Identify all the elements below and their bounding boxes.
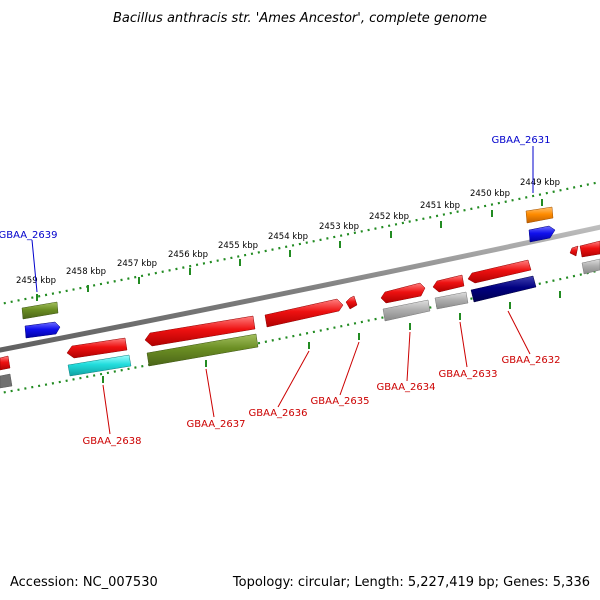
kbp-label: 2455 kbp xyxy=(218,241,258,251)
gene-fragment-left-2[interactable] xyxy=(0,373,13,389)
kbp-label: 2456 kbp xyxy=(168,250,208,260)
kbp-label: 2450 kbp xyxy=(470,189,510,199)
kbp-label: 2451 kbp xyxy=(420,201,460,211)
gene-2638-cds[interactable] xyxy=(67,354,132,377)
gene-2638[interactable] xyxy=(66,337,128,359)
gene-fragment-right[interactable] xyxy=(569,245,579,257)
gene-fragment-left[interactable] xyxy=(0,355,11,371)
gene-2637-cds[interactable] xyxy=(146,333,259,367)
map-title: Bacillus anthracis str. 'Ames Ancestor',… xyxy=(113,11,487,26)
gene-2634[interactable] xyxy=(380,282,426,304)
label-leader-lines xyxy=(31,146,534,435)
kbp-label: 2449 kbp xyxy=(520,178,560,188)
gene-label-2638[interactable]: GBAA_2638 xyxy=(82,436,141,447)
gene-label-2637[interactable]: GBAA_2637 xyxy=(186,419,245,430)
gene-2632[interactable] xyxy=(467,259,532,284)
gene-2639-cds[interactable] xyxy=(24,321,61,339)
genome-backbone xyxy=(0,224,600,353)
accession-text: Accession: NC_007530 xyxy=(10,575,158,590)
gene-label-2631[interactable]: GBAA_2631 xyxy=(491,135,550,146)
gene-2631-cds[interactable] xyxy=(528,225,556,243)
gene-2634-cds[interactable] xyxy=(382,299,431,322)
kbp-label: 2452 kbp xyxy=(369,212,409,222)
gene-label-2639[interactable]: GBAA_2639 xyxy=(0,230,58,241)
gene-2639[interactable] xyxy=(21,301,59,320)
gene-2633[interactable] xyxy=(432,274,465,293)
gene-2633-cds[interactable] xyxy=(434,291,469,310)
gene-fragment-right-2[interactable] xyxy=(579,240,600,258)
gene-2637[interactable] xyxy=(144,315,256,347)
kbp-label: 2453 kbp xyxy=(319,222,359,232)
gene-label-2635[interactable]: GBAA_2635 xyxy=(310,396,369,407)
gene-2635[interactable] xyxy=(345,295,358,310)
gene-label-2634[interactable]: GBAA_2634 xyxy=(376,382,435,393)
inner-ruler xyxy=(0,269,600,395)
gene-label-2636[interactable]: GBAA_2636 xyxy=(248,408,307,419)
gene-fragment-right-3[interactable] xyxy=(581,258,600,275)
outer-ruler-major-ticks xyxy=(36,199,543,301)
kbp-label: 2458 kbp xyxy=(66,267,106,277)
gene-label-2632[interactable]: GBAA_2632 xyxy=(501,355,560,366)
inner-ruler-major-ticks xyxy=(102,291,561,383)
topology-text: Topology: circular; Length: 5,227,419 bp… xyxy=(232,575,590,590)
gene-2631[interactable] xyxy=(525,206,554,224)
gene-label-2633[interactable]: GBAA_2633 xyxy=(438,369,497,380)
kbp-label: 2457 kbp xyxy=(117,259,157,269)
gene-2636[interactable] xyxy=(264,298,344,328)
gene-2632-cds[interactable] xyxy=(470,275,537,303)
kbp-label: 2454 kbp xyxy=(268,232,308,242)
